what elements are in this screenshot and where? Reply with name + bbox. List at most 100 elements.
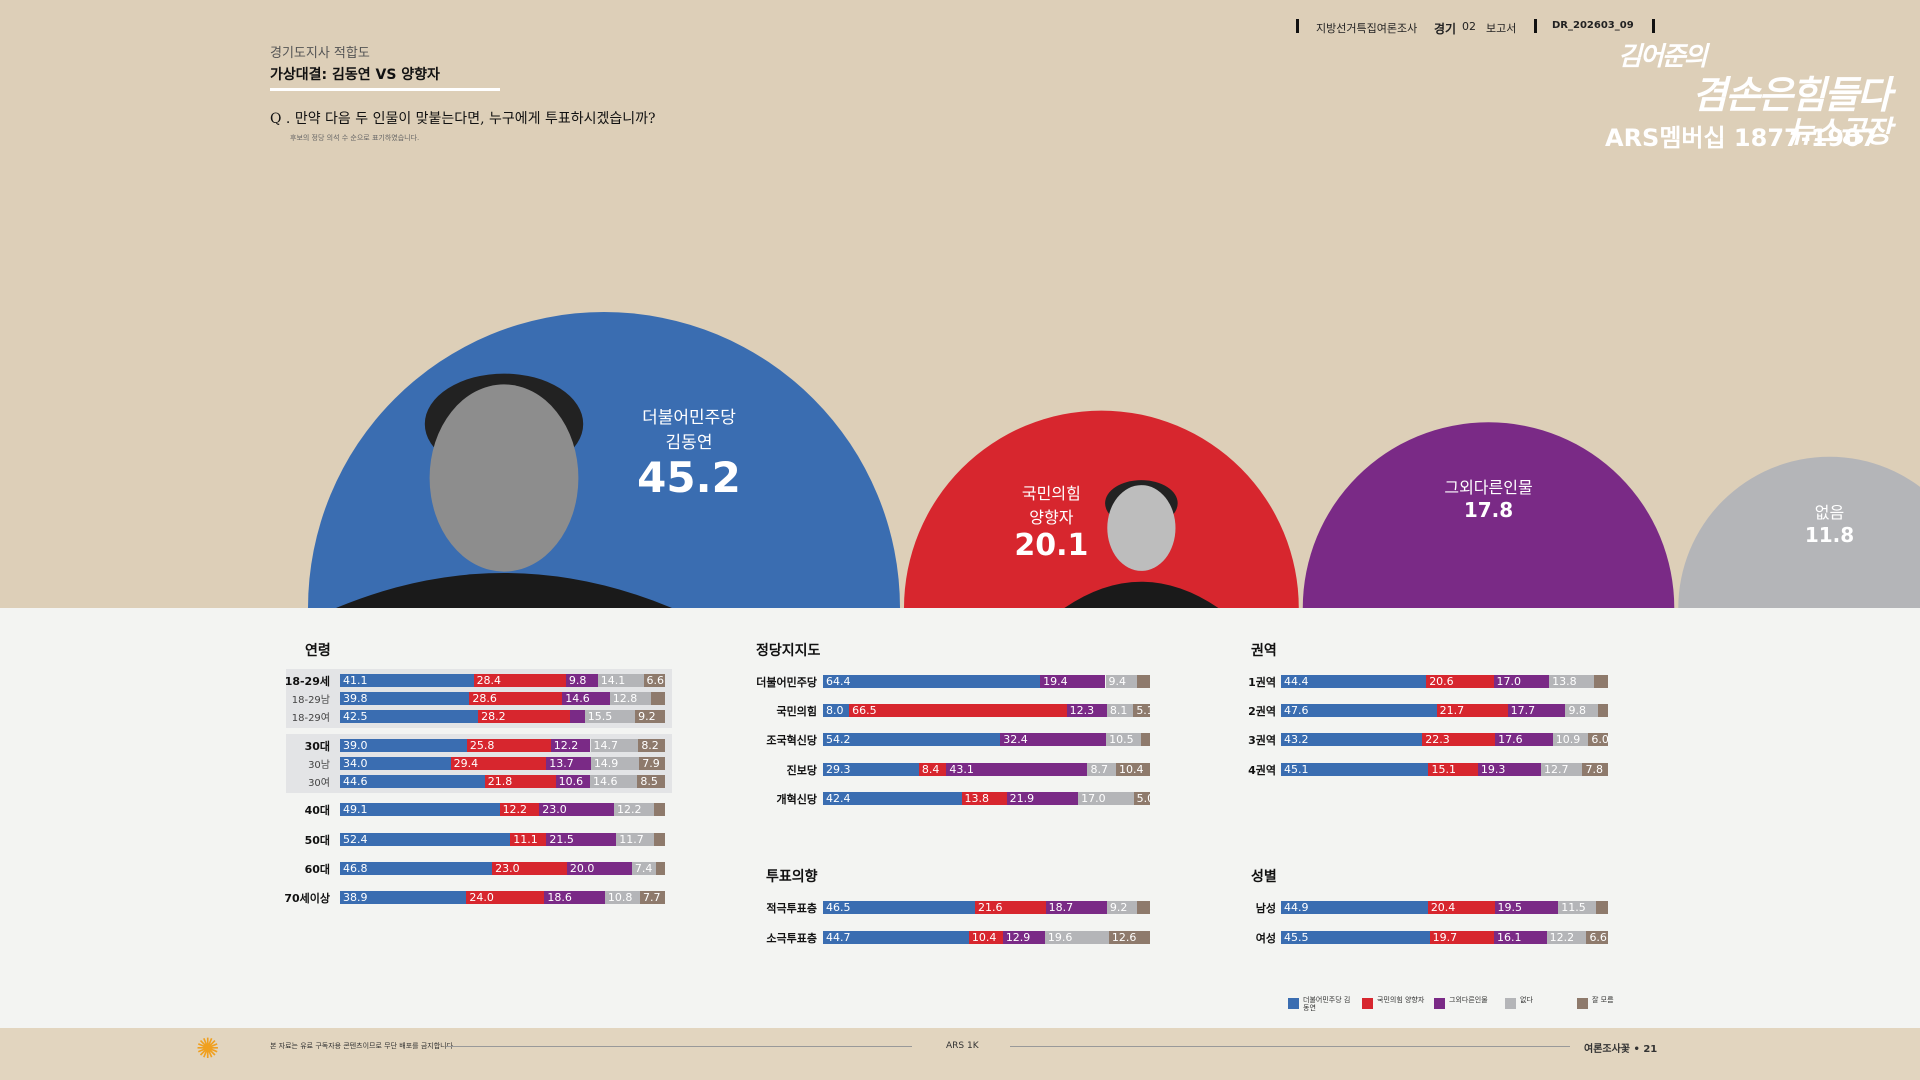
bar-segment: 41.1 — [340, 674, 474, 687]
bubble-party: 더불어민주당 — [642, 408, 736, 428]
bubble-name: 김동연 — [665, 433, 713, 453]
bar-segment: 10.9 — [1552, 733, 1589, 746]
legend-label: 국민의힘 양향자 — [1377, 996, 1425, 1004]
bar-segment: 9.2 — [635, 710, 665, 723]
bubble-label-3: 없음 11.8 — [1805, 499, 1854, 547]
bar-segment: 12.2 — [613, 803, 654, 816]
bar-segment: 12.7 — [1540, 763, 1583, 776]
bar-segment: 8.7 — [1087, 763, 1116, 776]
bar-segment: 13.7 — [546, 757, 591, 770]
bar-segment: 5.0 — [1133, 792, 1150, 805]
bar-segment: 21.7 — [1436, 704, 1508, 717]
bar-segment: 52.4 — [340, 833, 511, 846]
bar-segment: 17.7 — [1507, 704, 1566, 717]
bar-segment: 7.9 — [639, 757, 665, 770]
row-label: 30여 — [308, 778, 330, 789]
portrait-yang-icon — [1064, 480, 1219, 608]
bar-segment: 6.6 — [643, 674, 665, 687]
header-report: 보고서 — [1486, 22, 1517, 35]
bar-segment: 7.7 — [639, 891, 665, 904]
footer-page: 여론조사꽃 • 21 — [1584, 1044, 1658, 1055]
row-label: 3권역 — [1248, 734, 1276, 747]
row-label: 30남 — [308, 760, 330, 771]
bar-segment: 49.1 — [340, 803, 500, 816]
row-label: 2권역 — [1248, 705, 1276, 718]
row-label: 소극투표층 — [766, 932, 817, 945]
bar-segment: 45.1 — [1281, 763, 1429, 776]
bar-segment: 16.1 — [1493, 931, 1547, 944]
bar-segment: 17.6 — [1495, 733, 1553, 746]
bar-segment: 25.8 — [466, 739, 551, 752]
row-label: 18-29남 — [291, 695, 330, 706]
bar-segment: 12.6 — [1108, 931, 1150, 944]
bar-segment: 8.5 — [637, 775, 665, 788]
header-divider — [1534, 19, 1537, 33]
bar-segment: 54.2 — [823, 733, 1001, 746]
brand-line3: 뉴스공장 — [1787, 115, 1892, 150]
bar-segment — [654, 833, 665, 846]
bar-segment: 9.2 — [1106, 901, 1137, 914]
chart-title: 가상대결: 김동연 VS 양향자 — [270, 67, 440, 83]
bar-segment — [653, 803, 665, 816]
bar-segment: 18.7 — [1045, 901, 1107, 914]
bubble-name: 양향자 — [1029, 508, 1074, 527]
section-title: 연령 — [305, 643, 331, 659]
bar-segment: 19.4 — [1040, 675, 1106, 688]
brand-line1: 김어준의 — [1618, 42, 1708, 72]
bar-segment: 39.0 — [340, 739, 467, 752]
bar-segment: 44.9 — [1281, 901, 1428, 914]
bubble-label-0: 더불어민주당 김동연 45.2 — [637, 403, 741, 502]
bubble-value: 17.8 — [1463, 498, 1514, 523]
bar-segment: 10.6 — [555, 775, 590, 788]
bar-segment: 12.2 — [550, 739, 591, 752]
bar-segment — [655, 862, 665, 875]
bar-segment: 14.6 — [590, 775, 638, 788]
bar-segment: 42.4 — [823, 792, 962, 805]
bar-segment: 8.4 — [918, 763, 947, 776]
bar-segment: 13.8 — [961, 792, 1007, 805]
bar-segment — [1597, 704, 1608, 717]
bar-segment: 44.4 — [1281, 675, 1427, 688]
footer-disclaimer: 본 자료는 유료 구독자용 콘텐츠이므로 무단 배포를 금지합니다 — [270, 1042, 454, 1050]
section-title: 성별 — [1251, 869, 1277, 885]
bar-segment: 9.4 — [1105, 675, 1138, 688]
bar-segment: 45.5 — [1281, 931, 1430, 944]
bar-segment — [651, 692, 665, 705]
bar-segment: 39.8 — [340, 692, 470, 705]
bar-segment: 23.0 — [539, 803, 614, 816]
bar-segment: 19.3 — [1477, 763, 1541, 776]
bar-segment: 43.2 — [1281, 733, 1423, 746]
chart-subtitle: 경기도지사 적합도 — [270, 46, 370, 61]
bubble-value: 20.1 — [1014, 528, 1089, 563]
bar-segment: 19.5 — [1494, 901, 1559, 914]
bubble-label-1: 국민의힘 양향자 20.1 — [1014, 480, 1088, 563]
bar-segment — [1595, 901, 1608, 914]
brand-logo: 김어준의 겸손은힘들다 뉴스공장 — [1610, 38, 1892, 152]
bubble-2 — [1302, 422, 1675, 608]
bar-segment: 32.4 — [1000, 733, 1107, 746]
header-divider — [1652, 19, 1655, 33]
bubble-name: 그외다른인물 — [1444, 478, 1533, 498]
section-title: 권역 — [1251, 643, 1277, 659]
legend-label: 그외다른인물 — [1449, 996, 1488, 1004]
legend-swatch — [1577, 998, 1588, 1009]
bar-segment: 13.8 — [1549, 675, 1595, 688]
bar-segment: 19.7 — [1429, 931, 1494, 944]
bar-segment: 5.1 — [1133, 704, 1150, 717]
row-label: 1권역 — [1248, 676, 1276, 689]
bar-segment: 8.0 — [823, 704, 850, 717]
row-label: 4권역 — [1248, 764, 1276, 777]
footer-center: ARS 1K — [946, 1041, 979, 1051]
bubble-0 — [308, 312, 900, 608]
bar-segment: 8.1 — [1106, 704, 1134, 717]
bar-segment: 28.6 — [469, 692, 563, 705]
bar-segment: 29.4 — [450, 757, 547, 770]
bubble-value: 11.8 — [1804, 523, 1855, 548]
legend-swatch — [1362, 998, 1373, 1009]
bar-segment: 12.2 — [1546, 931, 1587, 944]
bar-segment: 8.2 — [638, 739, 665, 752]
bar-segment: 12.8 — [609, 692, 652, 705]
bar-segment: 11.7 — [616, 833, 655, 846]
bar-segment: 21.8 — [484, 775, 556, 788]
